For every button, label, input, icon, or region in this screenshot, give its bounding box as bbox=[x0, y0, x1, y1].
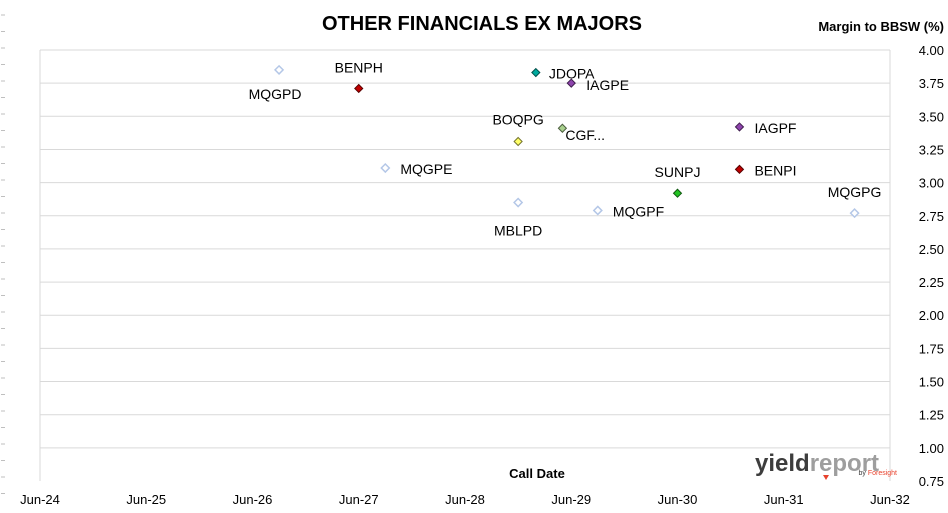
x-tick-label: Jun-29 bbox=[551, 492, 591, 507]
x-tick-label: Jun-25 bbox=[126, 492, 166, 507]
y-tick-label: 1.25 bbox=[919, 408, 944, 423]
point-label: BENPH bbox=[335, 59, 383, 75]
logo-by: by bbox=[858, 470, 866, 477]
point-label: IAGPE bbox=[586, 77, 629, 93]
point-label: BENPI bbox=[754, 162, 796, 178]
data-point-benph bbox=[354, 83, 364, 94]
y-tick-label: 1.50 bbox=[919, 375, 944, 390]
data-point-benpi bbox=[734, 164, 745, 175]
y-tick-label: 2.50 bbox=[919, 242, 944, 257]
y-tick-label: 1.00 bbox=[919, 441, 944, 456]
logo-yield: yield bbox=[755, 450, 810, 477]
y-tick-label: 3.00 bbox=[919, 176, 944, 191]
y-tick-label: 2.00 bbox=[919, 308, 944, 323]
point-label: IAGPF bbox=[754, 120, 796, 136]
y-tick-label: 3.75 bbox=[919, 76, 944, 91]
left-tick-marks bbox=[1, 14, 5, 494]
y-tick-label: 2.25 bbox=[919, 275, 944, 290]
data-point-boqpg bbox=[513, 136, 523, 147]
point-label: MQGPD bbox=[249, 86, 302, 102]
gridlines bbox=[39, 49, 891, 481]
point-label: JDOPA bbox=[549, 66, 595, 82]
x-tick-label: Jun-24 bbox=[20, 492, 60, 507]
logo-wordmark: yieldreport bbox=[755, 450, 879, 477]
point-label: MQGPE bbox=[400, 161, 452, 177]
data-point-mqgpg bbox=[849, 208, 860, 219]
data-point-mblpd bbox=[513, 197, 524, 208]
point-label: MQGPF bbox=[613, 203, 664, 219]
x-tick-label: Jun-32 bbox=[870, 492, 910, 507]
data-points bbox=[274, 64, 860, 219]
logo-report: report bbox=[810, 450, 879, 477]
data-point-iagpf bbox=[734, 122, 745, 132]
logo-foresight: Foresight bbox=[868, 470, 897, 477]
chart-title: OTHER FINANCIALS EX MAJORS bbox=[322, 13, 642, 35]
y-tick-label: 0.75 bbox=[919, 474, 944, 489]
y-tick-label: 3.50 bbox=[919, 109, 944, 124]
y-tick-label: 1.75 bbox=[919, 341, 944, 356]
point-labels: MQGPD BENPH MQGPE BOQPG MBLPD JDOPA CGF... IAGP… bbox=[249, 59, 882, 238]
point-label: SUNPJ bbox=[655, 164, 701, 180]
x-tick-labels: Jun-24 Jun-25 Jun-26 Jun-27 Jun-28 Jun-29 Jun-… bbox=[20, 492, 910, 507]
x-tick-label: Jun-26 bbox=[233, 492, 273, 507]
data-point-mqgpe bbox=[380, 162, 391, 174]
y-tick-label: 2.75 bbox=[919, 209, 944, 224]
data-point-mqgpf bbox=[592, 205, 603, 216]
x-axis-title: Call Date bbox=[509, 466, 565, 481]
point-label: CGF... bbox=[565, 127, 605, 143]
data-point-jdopa bbox=[531, 67, 541, 78]
point-label: BOQPG bbox=[492, 112, 543, 128]
logo-byline: by Foresight bbox=[858, 470, 897, 477]
logo-triangle-icon bbox=[823, 475, 829, 480]
x-tick-label: Jun-28 bbox=[445, 492, 485, 507]
y-tick-label: 3.25 bbox=[919, 142, 944, 157]
y-tick-labels: 0.75 1.00 1.25 1.50 1.75 2.00 2.25 2.50 2.75 3.00… bbox=[919, 43, 944, 489]
data-point-iagpe bbox=[566, 78, 576, 88]
x-tick-label: Jun-30 bbox=[658, 492, 698, 507]
y-axis-title: Margin to BBSW (%) bbox=[818, 19, 944, 34]
data-point-cgf bbox=[557, 123, 568, 133]
yieldreport-logo: yieldreport by Foresight bbox=[755, 450, 897, 480]
point-label: MQGPG bbox=[828, 184, 882, 200]
point-label: MBLPD bbox=[494, 223, 542, 239]
data-point-mqgpd bbox=[274, 64, 285, 75]
x-tick-label: Jun-27 bbox=[339, 492, 379, 507]
x-tick-label: Jun-31 bbox=[764, 492, 804, 507]
y-tick-label: 4.00 bbox=[919, 43, 944, 58]
data-point-sunpj bbox=[672, 188, 683, 198]
